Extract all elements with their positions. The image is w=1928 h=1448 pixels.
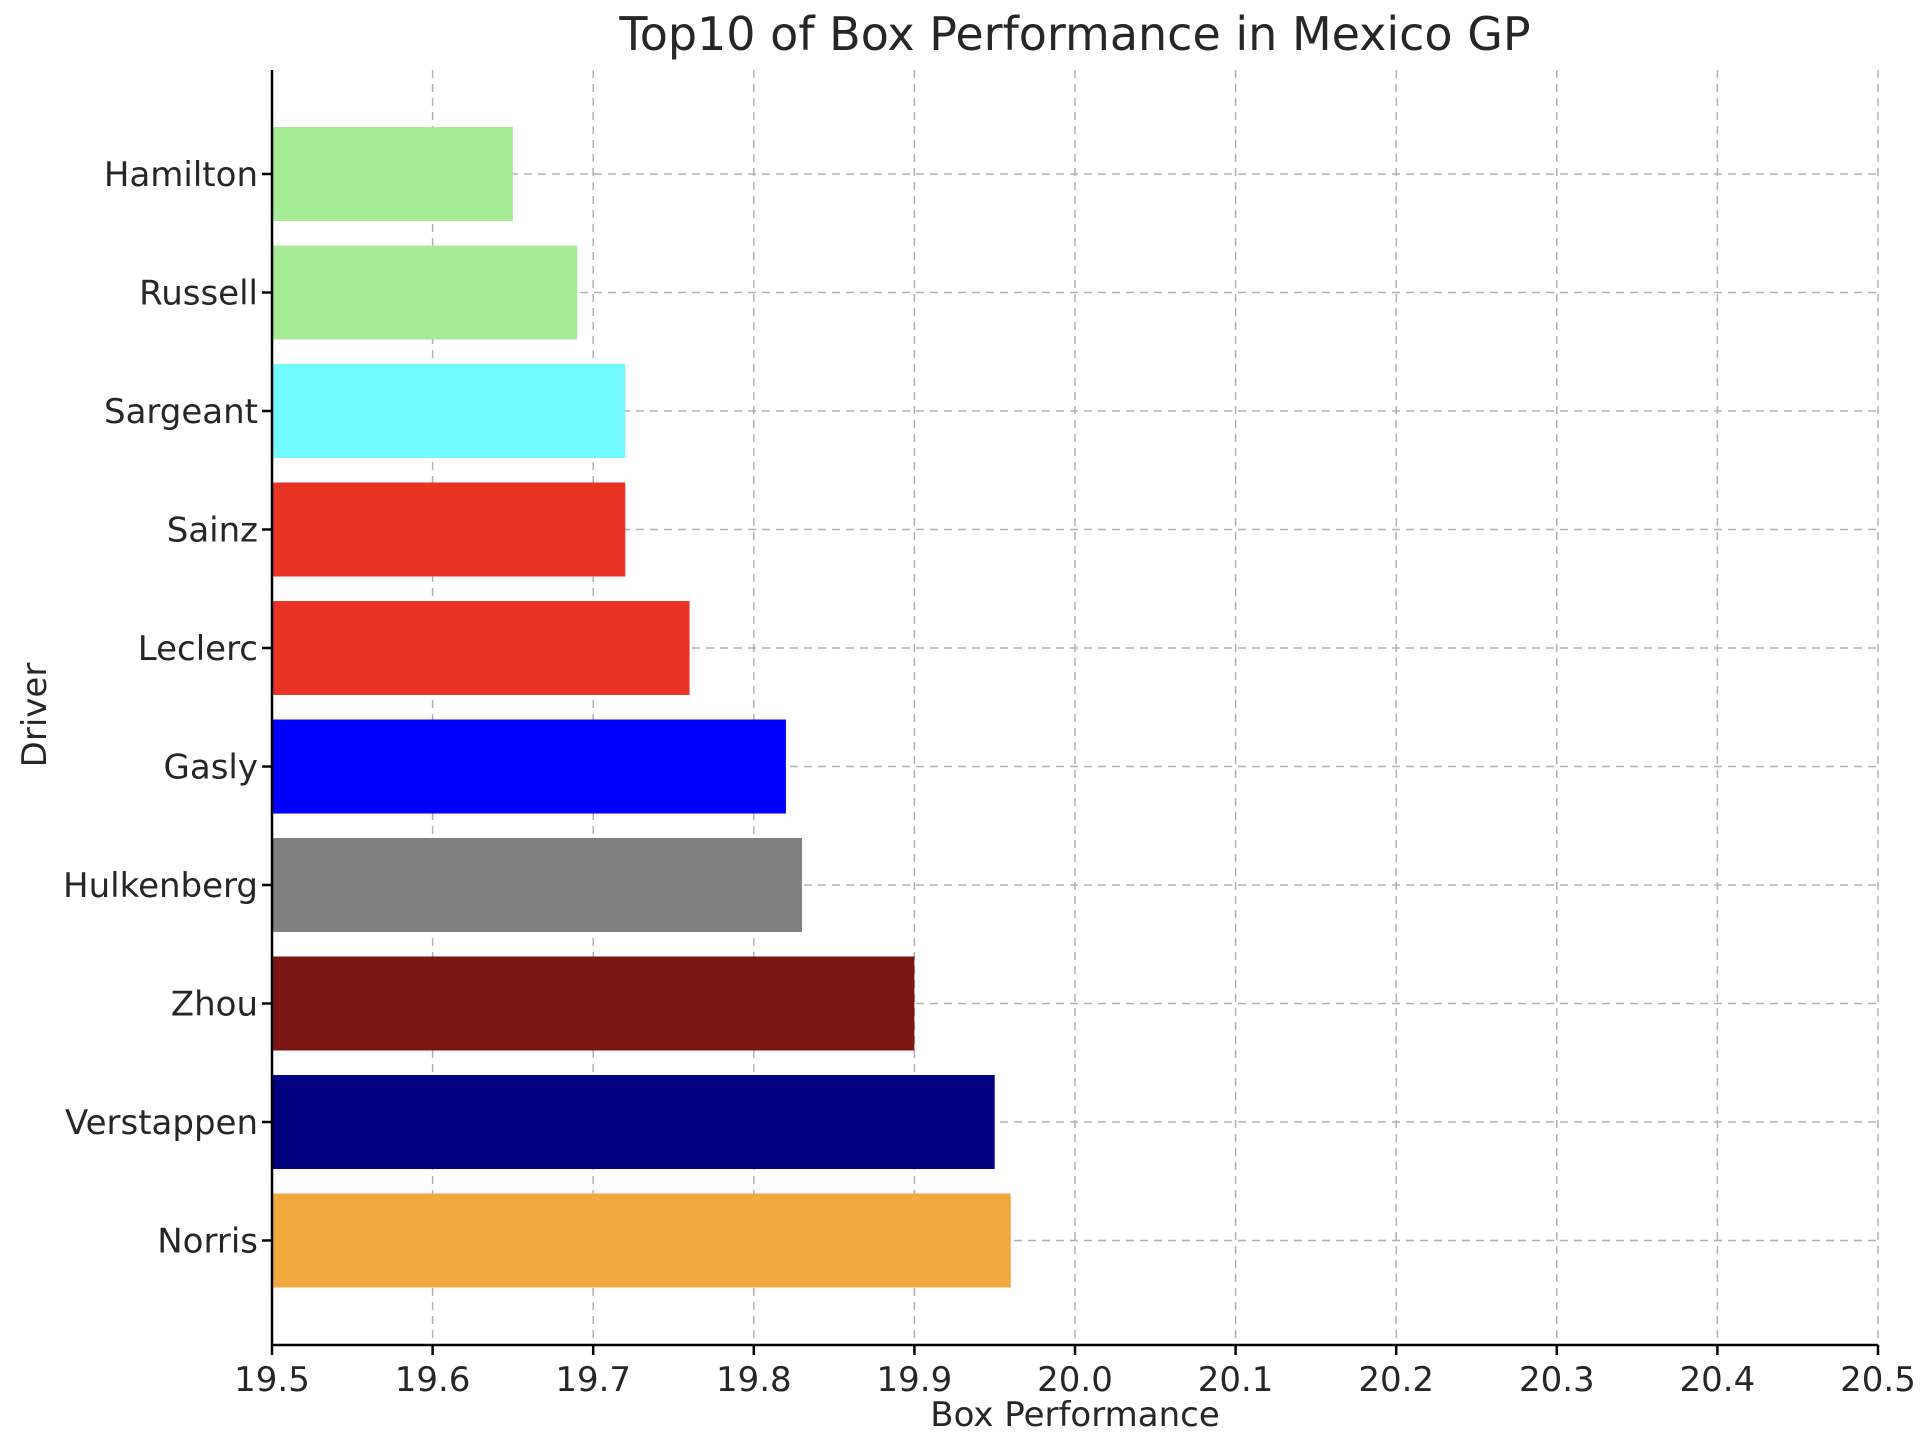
bars <box>272 127 1011 1288</box>
bar-leclerc <box>272 601 690 695</box>
x-tick-label: 20.3 <box>1519 1360 1595 1400</box>
bar-russell <box>272 245 578 340</box>
y-tick-label: Sainz <box>167 511 258 551</box>
x-tick-label: 19.5 <box>234 1360 310 1400</box>
y-tick-label: Leclerc <box>138 629 258 669</box>
y-tick-label: Hamilton <box>104 155 258 195</box>
x-tick-label: 19.8 <box>716 1360 792 1400</box>
x-tick-label: 20.0 <box>1037 1360 1113 1400</box>
y-tick-label: Sargeant <box>104 392 258 432</box>
x-tick-label: 20.4 <box>1680 1360 1756 1400</box>
bar-sargeant <box>272 364 626 458</box>
x-tick-label: 19.9 <box>877 1360 953 1400</box>
y-tick-label: Verstappen <box>65 1103 258 1143</box>
y-tick-label: Gasly <box>164 748 258 788</box>
y-axis-label: Driver <box>15 663 55 768</box>
y-tick-label: Zhou <box>171 985 258 1025</box>
y-tick-label: Hulkenberg <box>63 866 258 906</box>
bar-norris <box>272 1193 1011 1288</box>
bar-zhou <box>272 956 915 1051</box>
bar-sainz <box>272 482 626 577</box>
x-axis-label: Box Performance <box>930 1395 1219 1435</box>
x-tick-label: 19.7 <box>555 1360 631 1400</box>
chart-title: Top10 of Box Performance in Mexico GP <box>618 7 1530 61</box>
y-tick-label: Norris <box>157 1222 258 1262</box>
x-axis-ticks: 19.5 19.6 19.7 19.8 19.9 20.0 20.1 20.2 20.3 20.4… <box>234 1345 1916 1400</box>
x-tick-label: 19.6 <box>395 1360 471 1400</box>
bar-gasly <box>272 719 786 814</box>
y-tick-label: Russell <box>139 274 258 314</box>
x-tick-label: 20.5 <box>1840 1360 1916 1400</box>
x-tick-label: 20.2 <box>1358 1360 1434 1400</box>
x-tick-label: 20.1 <box>1198 1360 1274 1400</box>
bar-hamilton <box>272 127 513 221</box>
bar-verstappen <box>272 1075 995 1169</box>
bar-hulkenberg <box>272 838 802 932</box>
y-axis-ticks: Hamilton Russell Sargeant Sainz Leclerc Gasly… <box>63 155 272 1262</box>
